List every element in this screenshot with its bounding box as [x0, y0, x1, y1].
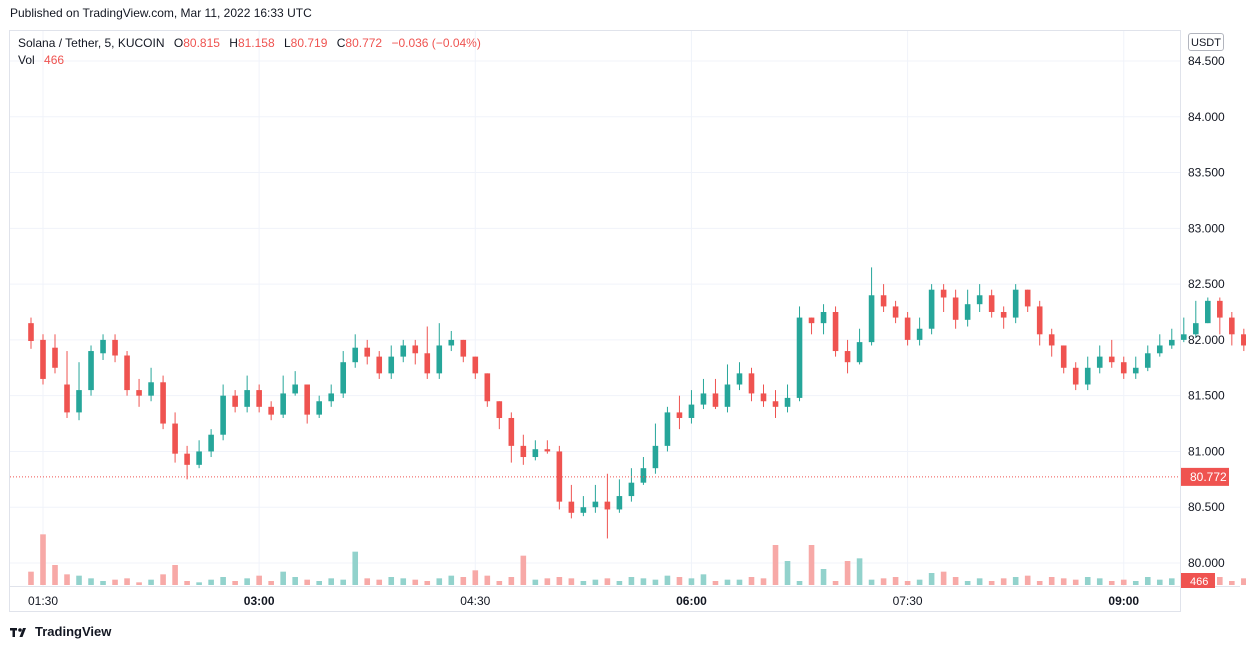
price-tick-label: 84.500: [1188, 54, 1225, 68]
volume-bar: [1193, 578, 1199, 585]
volume-value: 466: [44, 53, 65, 67]
published-caption: Published on TradingView.com, Mar 11, 20…: [10, 6, 312, 20]
volume-legend-row: Vol 466: [18, 52, 481, 69]
price-axis: 84.500 84.000 83.500 83.000 82.500 82.000 81.5…: [1188, 54, 1225, 570]
last-volume-badge-text: 466: [1190, 576, 1208, 588]
chart-frame[interactable]: [9, 30, 1181, 612]
candle: [1193, 300, 1199, 338]
candle: [1229, 312, 1235, 346]
low-value: 80.719: [290, 36, 328, 50]
candle: [1180, 317, 1187, 343]
axis-badges: 80.772 466: [1181, 467, 1229, 588]
symbol-label: Solana / Tether, 5, KUCOIN: [18, 36, 165, 50]
volume-bar: [1217, 577, 1223, 585]
last-volume-badge: [1181, 573, 1215, 588]
volume-label: Vol: [18, 53, 35, 67]
price-tick-label: 83.000: [1188, 221, 1225, 235]
volume-bar: [1241, 578, 1246, 585]
open-value: 80.815: [183, 36, 220, 50]
price-tick-label: 80.500: [1188, 500, 1225, 514]
candle: [1217, 297, 1223, 335]
close-value: 80.772: [345, 36, 383, 50]
price-tick-label: 81.500: [1188, 389, 1225, 403]
candle: [1241, 328, 1246, 352]
price-tick-label: 82.500: [1188, 277, 1225, 291]
volume-bar: [1205, 579, 1211, 585]
open-label: O: [173, 36, 184, 50]
volume-bar: [1229, 581, 1235, 585]
low-label: L: [283, 36, 291, 50]
tradingview-logo[interactable]: TradingView: [10, 624, 111, 639]
last-price-badge-text: 80.772: [1190, 470, 1227, 484]
currency-button[interactable]: USDT: [1188, 33, 1224, 51]
footer-brand: TradingView: [35, 624, 112, 639]
close-label: C: [336, 36, 346, 50]
price-tick-label: 82.000: [1188, 333, 1225, 347]
last-price-badge: [1181, 467, 1229, 486]
ohlc-legend-row: Solana / Tether, 5, KUCOIN O80.815 H81.1…: [18, 35, 481, 52]
price-tick-label: 81.000: [1188, 444, 1225, 458]
tradingview-logo-icon: [10, 627, 26, 637]
high-label: H: [229, 36, 238, 50]
price-tick-label: 84.000: [1188, 110, 1225, 124]
price-tick-label: 80.000: [1188, 556, 1225, 570]
high-value: 81.158: [237, 36, 275, 50]
change-value: −0.036 (−0.04%): [391, 36, 481, 50]
price-tick-label: 83.500: [1188, 166, 1225, 180]
candle: [1205, 297, 1211, 324]
volume-bar: [1180, 581, 1187, 585]
chart-legend: Solana / Tether, 5, KUCOIN O80.815 H81.1…: [18, 35, 481, 69]
